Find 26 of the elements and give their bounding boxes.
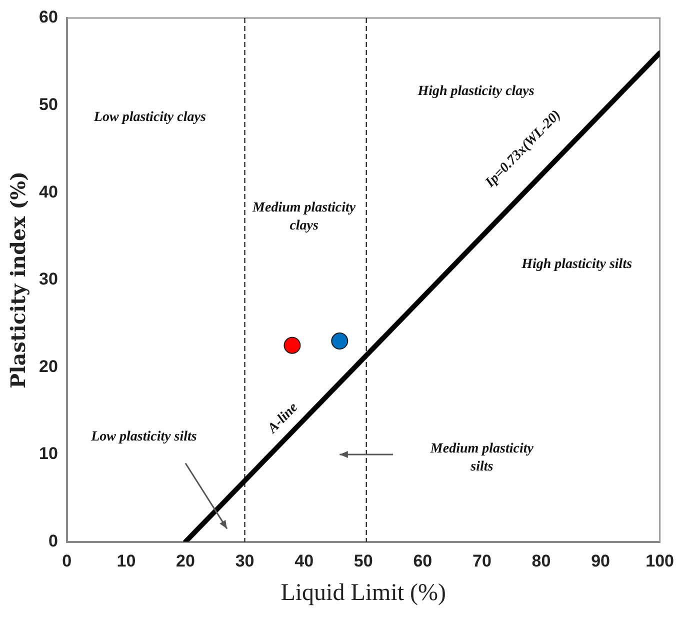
y-tick-label: 10 [38, 444, 58, 464]
y-tick-label: 20 [38, 356, 58, 376]
y-tick-label: 0 [48, 531, 58, 550]
x-tick-label: 90 [591, 552, 610, 571]
y-tick-label: 30 [38, 270, 58, 289]
annotation: High plasticity silts [520, 256, 633, 272]
x-tick-label: 30 [235, 552, 254, 571]
x-tick-label: 20 [176, 552, 195, 571]
x-tick-label: 80 [532, 552, 551, 571]
x-tick-label: 10 [116, 552, 136, 571]
annotation: Low plasticity clays [92, 110, 206, 126]
x-tick-label: 0 [62, 552, 72, 571]
annotation: Medium plasticity silts [429, 442, 534, 475]
x-tick-label: 70 [472, 552, 492, 571]
annotation: Low plasticity silts [90, 430, 198, 445]
x-tick-label: 60 [413, 552, 432, 571]
y-tick-label: 60 [38, 8, 58, 27]
x-tick-label: 50 [354, 552, 373, 571]
x-tick-label: 40 [294, 552, 314, 571]
annotation: High plasticity clays [416, 84, 535, 99]
y-tick-label: 50 [38, 94, 58, 114]
x-tick-label: 100 [646, 552, 674, 571]
x-axis-title: Liquid Limit (%) [280, 580, 446, 606]
y-tick-label: 40 [38, 182, 58, 202]
y-axis-title: Plasticity index (%) [6, 171, 30, 388]
annotation: Medium plasticity clays [252, 200, 356, 234]
